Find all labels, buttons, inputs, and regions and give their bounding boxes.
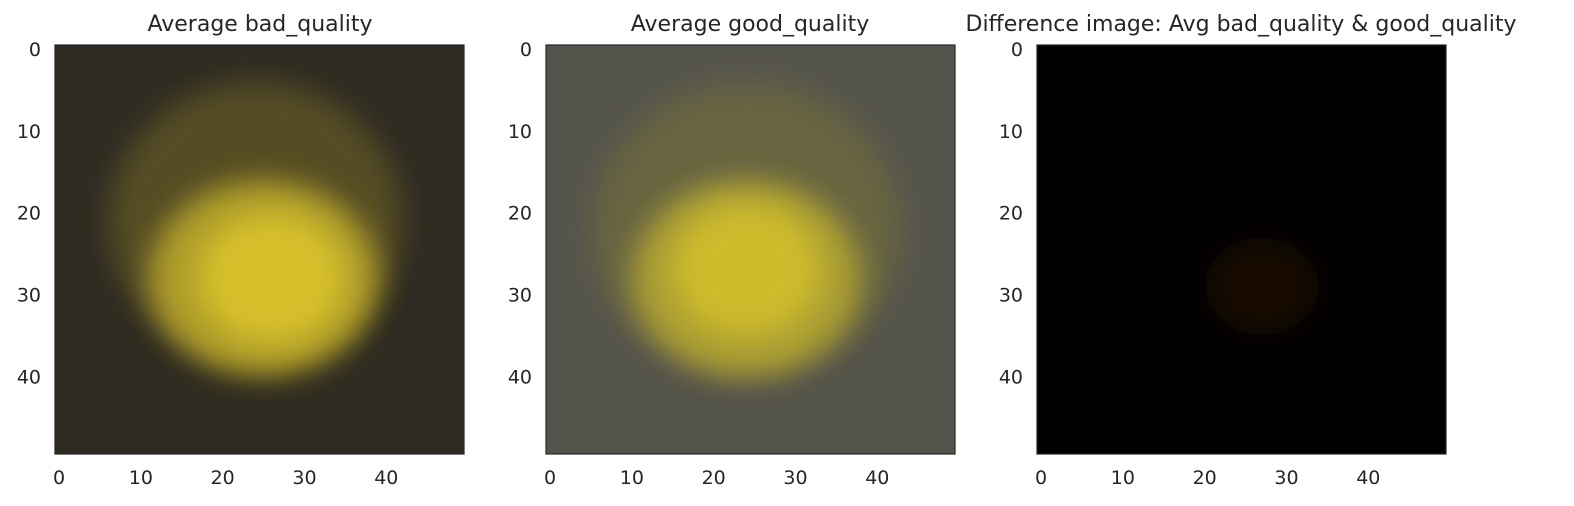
x-tick-label-good-quality: 30 xyxy=(783,467,807,489)
x-tick-label-difference: 20 xyxy=(1193,467,1217,489)
y-tick-label-difference: 10 xyxy=(999,121,1023,143)
panel-bad-quality: 0 10 20 30 40 0 10 20 30 40 xyxy=(17,39,465,489)
x-tick-label-bad-quality: 0 xyxy=(53,467,65,489)
panel-title-difference: Difference image: Avg bad_quality & good… xyxy=(965,12,1517,37)
y-tick-label-bad-quality: 0 xyxy=(29,39,41,61)
y-tick-label-good-quality: 30 xyxy=(508,284,532,306)
x-tick-label-bad-quality: 40 xyxy=(374,467,398,489)
axes-frame-bad-quality xyxy=(54,44,465,455)
image-blob-difference-0 xyxy=(1204,237,1320,336)
y-tick-label-good-quality: 0 xyxy=(520,39,532,61)
x-tick-label-good-quality: 20 xyxy=(702,467,726,489)
y-tick-label-bad-quality: 30 xyxy=(17,284,41,306)
y-tick-label-difference: 0 xyxy=(1011,39,1023,61)
y-tick-label-difference: 30 xyxy=(999,284,1023,306)
y-tick-label-difference: 40 xyxy=(999,366,1023,388)
y-tick-label-bad-quality: 20 xyxy=(17,203,41,225)
panel-good-quality: 0 10 20 30 40 0 10 20 30 40 xyxy=(508,39,956,489)
x-tick-label-bad-quality: 30 xyxy=(292,467,316,489)
y-tick-label-bad-quality: 10 xyxy=(17,121,41,143)
image-area-good-quality xyxy=(546,45,955,454)
x-tick-label-difference: 40 xyxy=(1356,467,1380,489)
panel-difference: 0 10 20 30 40 0 10 20 30 40 xyxy=(999,39,1447,489)
image-area-bad-quality xyxy=(55,45,464,454)
image-blob-bad-quality-2 xyxy=(198,212,346,344)
image-blob-good-quality-2 xyxy=(672,204,821,336)
axes-frame-good-quality xyxy=(545,44,956,455)
x-tick-label-bad-quality: 20 xyxy=(211,467,235,489)
x-tick-label-good-quality: 40 xyxy=(865,467,889,489)
x-tick-label-bad-quality: 10 xyxy=(129,467,153,489)
y-tick-label-good-quality: 40 xyxy=(508,366,532,388)
x-tick-label-difference: 30 xyxy=(1274,467,1298,489)
x-tick-label-difference: 10 xyxy=(1111,467,1135,489)
y-tick-label-difference: 20 xyxy=(999,203,1023,225)
image-area-difference xyxy=(1037,45,1446,454)
axes-frame-difference xyxy=(1036,44,1447,455)
x-tick-label-difference: 0 xyxy=(1035,467,1047,489)
x-tick-label-good-quality: 10 xyxy=(620,467,644,489)
y-tick-label-bad-quality: 40 xyxy=(17,366,41,388)
panel-title-good-quality: Average good_quality xyxy=(630,12,870,37)
panel-title-bad-quality: Average bad_quality xyxy=(147,12,373,37)
y-tick-label-good-quality: 20 xyxy=(508,203,532,225)
x-tick-label-good-quality: 0 xyxy=(544,467,556,489)
y-tick-label-good-quality: 10 xyxy=(508,121,532,143)
